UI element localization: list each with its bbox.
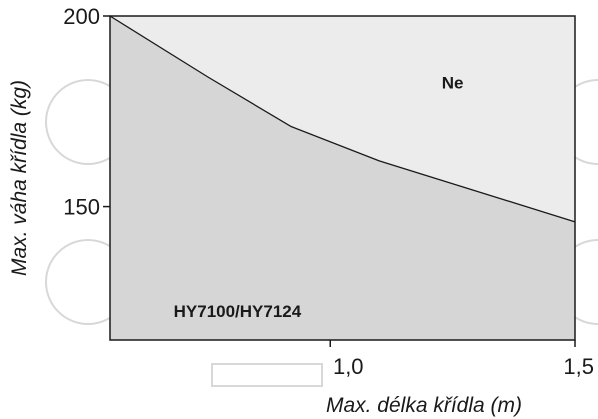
x-axis-label: Max. délka křídla (m) <box>326 394 522 417</box>
x-tick-label: 1,0 <box>333 354 364 379</box>
x-tick-label: 1,5 <box>563 354 594 379</box>
region-label-hy7100: HY7100/HY7124 <box>174 302 302 321</box>
region-hy7100-area <box>110 16 575 340</box>
region-label-ne: Ne <box>442 73 464 92</box>
y-tick-label: 200 <box>63 4 100 29</box>
y-tick-label: 150 <box>63 195 100 220</box>
series-line <box>109 15 576 223</box>
plot-frame <box>109 15 576 341</box>
x-axis: 1,0 1,5 <box>329 340 594 379</box>
region-ne-area <box>110 16 575 222</box>
y-axis: 200 150 <box>63 4 110 220</box>
y-axis-label: Max. váha křídla (kg) <box>8 80 31 276</box>
